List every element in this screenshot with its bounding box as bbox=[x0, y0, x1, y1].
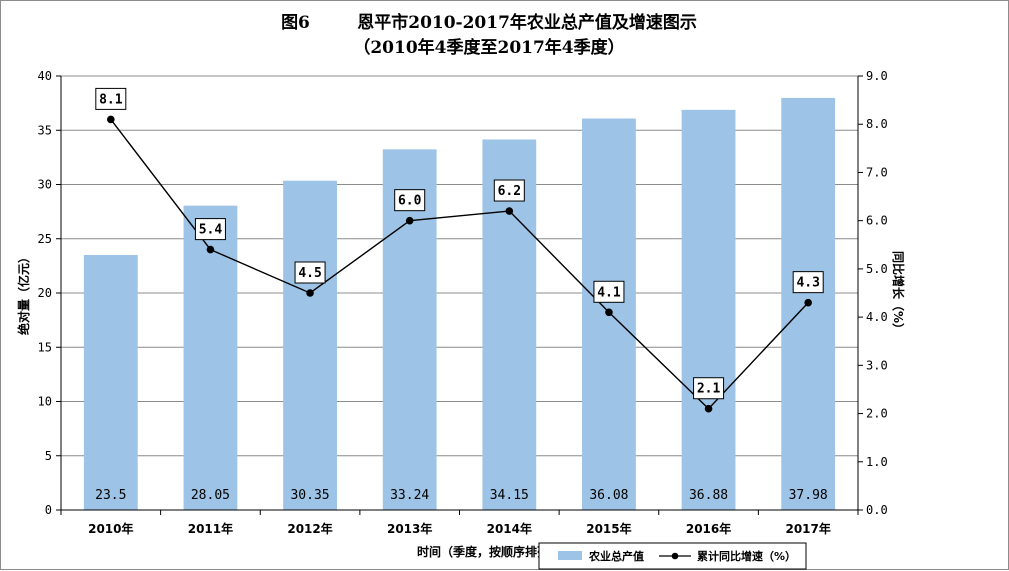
point-label-box bbox=[294, 261, 326, 284]
point-value-label: 6.2 bbox=[498, 184, 521, 199]
y2-tick-label: 7.0 bbox=[866, 165, 888, 179]
axes: 0 5 10 15 20 25 30 35 40 0.0 1.0 2.0 3.0 4.0 5.0 6.0 7.0… bbox=[38, 69, 888, 536]
point-value-label: 4.5 bbox=[298, 266, 321, 281]
line-point bbox=[306, 289, 314, 297]
line-point bbox=[206, 245, 215, 254]
point-label-box bbox=[493, 179, 525, 202]
bar-series: 23.5 28.05 30.35 33.24 34.15 36.08 36.88 37.98 bbox=[83, 97, 836, 511]
y2-tick-label: 5.0 bbox=[866, 262, 888, 276]
legend-bar-swatch bbox=[558, 551, 582, 560]
growth-line bbox=[110, 118, 809, 410]
y-tick-label: 15 bbox=[38, 340, 52, 354]
line-point bbox=[405, 216, 414, 225]
bar bbox=[283, 180, 337, 510]
y-tick-label: 25 bbox=[38, 232, 52, 246]
grid bbox=[61, 75, 858, 457]
x-tick-label: 2015年 bbox=[586, 521, 631, 536]
bar-value-label: 36.08 bbox=[589, 488, 628, 503]
point-label-box bbox=[394, 189, 426, 212]
point-value-label: 4.3 bbox=[796, 276, 819, 291]
line-point bbox=[804, 298, 812, 307]
chart-title: 图6 恩平市2010-2017年农业总产值及增速图示 bbox=[281, 12, 697, 33]
y2-tick-label: 3.0 bbox=[866, 358, 888, 372]
point-label-box bbox=[95, 87, 127, 110]
y2-tick-label: 0.0 bbox=[866, 503, 888, 517]
bar-value-label: 37.98 bbox=[789, 488, 828, 503]
bar-value-label: 34.15 bbox=[490, 488, 529, 503]
legend-bar-label: 农业总产值 bbox=[588, 549, 644, 563]
bar bbox=[83, 255, 138, 510]
y-tick-label: 10 bbox=[38, 395, 52, 409]
y-tick-label: 20 bbox=[38, 286, 52, 300]
x-tick-label: 2011年 bbox=[188, 521, 233, 536]
y2-axis-title: 同比增长（%） bbox=[891, 251, 906, 335]
y2-tick-label: 6.0 bbox=[866, 214, 888, 228]
point-label-box bbox=[194, 218, 226, 241]
bar-value-label: 30.35 bbox=[290, 488, 329, 503]
chart-subtitle: （2010年4季度至2017年4季度） bbox=[353, 37, 624, 58]
x-tick-label: 2010年 bbox=[88, 521, 133, 536]
point-label-box bbox=[792, 271, 824, 294]
y-tick-label: 40 bbox=[38, 69, 52, 83]
legend-line-marker bbox=[671, 552, 679, 560]
line-point bbox=[505, 207, 514, 215]
point-value-label: 2.1 bbox=[697, 382, 721, 397]
point-value-label: 6.0 bbox=[398, 194, 422, 209]
bar-value-label: 28.05 bbox=[191, 488, 230, 503]
x-tick-label: 2017年 bbox=[785, 521, 830, 536]
point-label-box bbox=[593, 280, 625, 303]
y-tick-label: 35 bbox=[38, 123, 52, 137]
legend: 农业总产值 累计同比增速（%） bbox=[538, 542, 807, 570]
line-point bbox=[605, 308, 613, 317]
point-label-box bbox=[693, 377, 725, 400]
line-series: 8.1 5.4 4.5 6.0 6.2 4.1 2.1 4.3 bbox=[95, 87, 824, 413]
x-tick-label: 2012年 bbox=[287, 521, 332, 536]
x-tick-label: 2016年 bbox=[686, 521, 731, 536]
y2-tick-label: 2.0 bbox=[866, 407, 888, 421]
point-value-label: 5.4 bbox=[199, 223, 223, 238]
x-axis-title: 时间（季度，按顺序排列） bbox=[417, 544, 561, 559]
legend-line-label: 累计同比增速（%） bbox=[697, 549, 796, 563]
x-tick-label: 2013年 bbox=[387, 521, 432, 536]
x-tick-label: 2014年 bbox=[487, 521, 532, 536]
point-value-label: 4.1 bbox=[597, 285, 621, 300]
y-tick-label: 5 bbox=[45, 449, 52, 463]
line-point bbox=[107, 115, 115, 124]
y-tick-label: 0 bbox=[45, 503, 52, 517]
y2-tick-label: 9.0 bbox=[866, 69, 888, 83]
point-value-label: 8.1 bbox=[99, 92, 123, 107]
line-point bbox=[704, 404, 713, 413]
y-axis-title: 绝对量（亿元） bbox=[16, 251, 31, 335]
y2-tick-label: 1.0 bbox=[866, 455, 888, 469]
bar bbox=[183, 205, 238, 510]
y2-tick-label: 4.0 bbox=[866, 310, 888, 324]
bar bbox=[681, 109, 736, 511]
bar-value-label: 36.88 bbox=[689, 488, 728, 503]
bar-value-label: 23.5 bbox=[95, 488, 126, 503]
y2-tick-label: 8.0 bbox=[866, 117, 888, 131]
y-tick-label: 30 bbox=[38, 178, 52, 192]
bar-value-label: 33.24 bbox=[390, 488, 429, 503]
